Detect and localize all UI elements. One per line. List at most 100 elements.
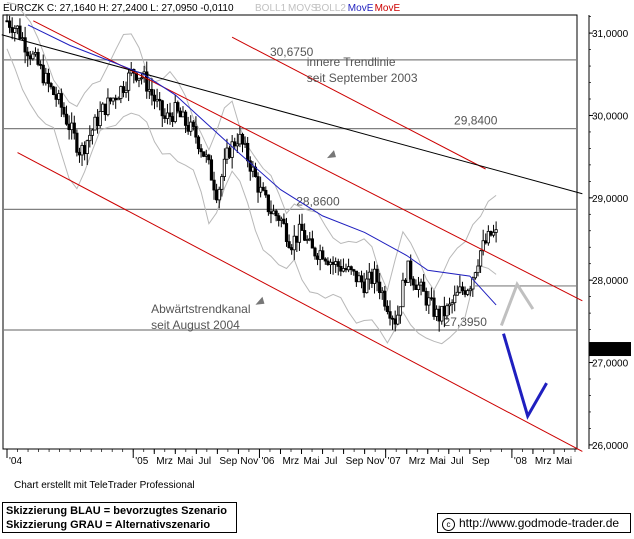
candle-body bbox=[401, 279, 405, 308]
candle-body bbox=[196, 136, 201, 150]
indicator-label: BOLL2 bbox=[315, 3, 347, 14]
candle-body bbox=[269, 211, 273, 215]
candle-body bbox=[295, 235, 299, 243]
candle-body bbox=[111, 97, 115, 102]
candle-body bbox=[458, 286, 462, 293]
candle-body bbox=[406, 260, 410, 283]
candle-body bbox=[103, 103, 107, 116]
candle-body bbox=[183, 111, 188, 126]
candle-body bbox=[339, 265, 343, 272]
y-tick-label: 29,0000 bbox=[592, 194, 629, 205]
candle-body bbox=[484, 240, 488, 244]
candle-body bbox=[194, 126, 198, 138]
candle-body bbox=[393, 318, 397, 325]
annotations: innere Trendlinie seit September 2003 Abwä… bbox=[151, 55, 418, 332]
candle-body bbox=[202, 151, 206, 157]
candle-body bbox=[419, 281, 423, 286]
candle-body bbox=[378, 281, 382, 294]
candle-body bbox=[98, 110, 102, 127]
channel-top-short bbox=[231, 36, 486, 170]
candle-body bbox=[370, 271, 374, 284]
candle-body bbox=[486, 230, 490, 244]
candle-body bbox=[88, 134, 92, 142]
candle-body bbox=[411, 278, 415, 286]
candle-body bbox=[432, 297, 436, 317]
candle-body bbox=[90, 129, 95, 136]
candle-body bbox=[59, 93, 63, 108]
candle-body bbox=[168, 112, 172, 117]
x-tick-label: Sep bbox=[346, 456, 364, 467]
candle-body bbox=[235, 143, 239, 147]
candle-body bbox=[359, 275, 364, 283]
candle-body bbox=[416, 284, 421, 290]
candle-body bbox=[85, 140, 89, 155]
level-label: 27,3950 bbox=[444, 315, 488, 329]
candle-body bbox=[176, 102, 180, 112]
candle-body bbox=[204, 154, 208, 157]
candle-body bbox=[305, 239, 309, 241]
candle-body bbox=[313, 247, 317, 257]
candle-body bbox=[341, 268, 346, 272]
candle-body bbox=[466, 290, 470, 295]
candle-body bbox=[39, 64, 43, 66]
candle-body bbox=[323, 258, 327, 262]
source-url-box[interactable]: c http://www.godmode-trader.de bbox=[437, 513, 631, 533]
source-url[interactable]: http://www.godmode-trader.de bbox=[459, 516, 620, 530]
candle-body bbox=[427, 297, 431, 306]
candle-body bbox=[303, 230, 307, 241]
x-tick-label: Mai bbox=[430, 456, 446, 467]
annotation-text: seit August 2004 bbox=[151, 318, 240, 332]
candle-body bbox=[261, 186, 265, 191]
candle-body bbox=[481, 240, 485, 252]
bollinger-lower bbox=[6, 48, 497, 345]
candle-body bbox=[49, 83, 53, 88]
candle-body bbox=[310, 238, 314, 249]
candle-body bbox=[372, 268, 377, 284]
level-label: 30,6750 bbox=[270, 45, 314, 59]
x-tick-label: Jul bbox=[325, 456, 338, 467]
candle-body bbox=[127, 72, 131, 91]
candle-body bbox=[414, 284, 418, 290]
candle-body bbox=[403, 279, 408, 283]
level-label: 28,8600 bbox=[296, 194, 340, 208]
candle-body bbox=[282, 218, 286, 224]
candle-body bbox=[491, 232, 496, 236]
candle-body bbox=[243, 142, 247, 145]
candle-body bbox=[178, 110, 182, 118]
candle-body bbox=[398, 306, 402, 316]
candle-body bbox=[279, 218, 283, 221]
candle-body bbox=[152, 94, 157, 102]
candle-body bbox=[375, 268, 379, 283]
x-tick-label: '06 bbox=[261, 456, 274, 467]
candle-body bbox=[437, 308, 441, 322]
x-tick-label: '04 bbox=[9, 456, 22, 467]
candle-body bbox=[36, 52, 40, 65]
candle-body bbox=[326, 260, 330, 266]
scenario-gray-line bbox=[499, 280, 535, 327]
y-tick-label: 30,0000 bbox=[592, 111, 629, 122]
candle-body bbox=[28, 55, 32, 60]
candle-body bbox=[77, 151, 82, 156]
candle-body bbox=[494, 229, 498, 233]
candle-body bbox=[409, 260, 413, 280]
scenario-blue-line bbox=[502, 333, 548, 420]
y-axis-ticks: 31,0000 30,0000 29,0000 28,0000 27,0000 26,00… bbox=[589, 16, 629, 452]
candle-body bbox=[453, 294, 457, 304]
candle-body bbox=[328, 261, 333, 266]
candle-body bbox=[318, 250, 322, 260]
candle-body bbox=[119, 86, 123, 99]
candle-body bbox=[215, 189, 219, 201]
candle-body bbox=[450, 302, 454, 305]
candle-body bbox=[64, 113, 69, 125]
candle-body bbox=[207, 154, 211, 161]
candle-body bbox=[447, 303, 452, 307]
x-tick-label: Sep bbox=[219, 456, 237, 467]
candle-body bbox=[199, 148, 203, 153]
candle-body bbox=[347, 266, 351, 271]
candle-body bbox=[209, 159, 214, 181]
channel-lower bbox=[17, 152, 583, 452]
candle-body bbox=[442, 305, 446, 317]
candle-body bbox=[287, 241, 291, 248]
candle-body bbox=[70, 122, 74, 131]
indicator-label: MovE bbox=[375, 3, 401, 14]
